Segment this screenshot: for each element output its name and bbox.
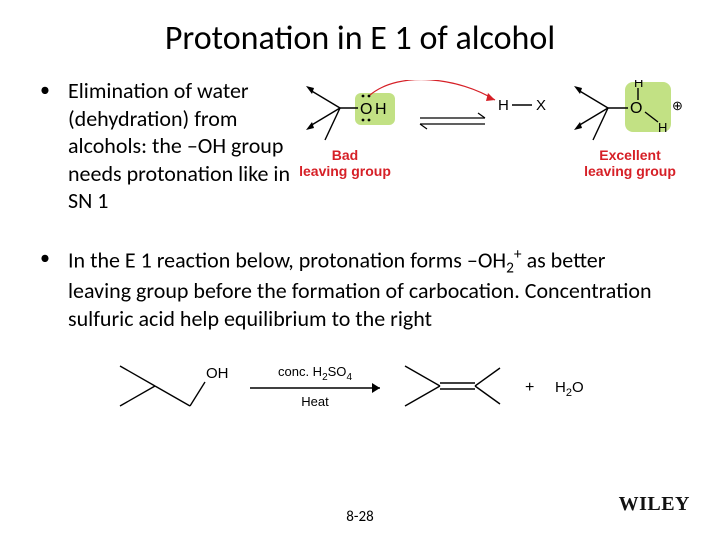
svg-text:+: + bbox=[525, 379, 534, 396]
page-number: 8-28 bbox=[0, 508, 720, 526]
bullet-marker: • bbox=[40, 77, 68, 103]
figure-protonation-diagram: O H Bad leaving group H X bbox=[300, 80, 700, 210]
svg-text:Heat: Heat bbox=[301, 394, 329, 409]
svg-text:H: H bbox=[658, 120, 667, 135]
bullet-1-text: Elimination of water (dehydration) from … bbox=[68, 77, 308, 215]
svg-text:H: H bbox=[375, 101, 387, 118]
wiley-logo: WILEY bbox=[619, 493, 690, 516]
svg-text:OH: OH bbox=[206, 365, 229, 382]
svg-text:H: H bbox=[498, 97, 509, 114]
svg-text:leaving group: leaving group bbox=[584, 163, 676, 179]
figure-reaction-equation: OH conc. H2SO4 Heat + H2O bbox=[100, 348, 620, 423]
svg-text:O: O bbox=[630, 100, 642, 117]
excellent-leaving-label: Excellent bbox=[599, 147, 661, 163]
slide-title: Protonation in E 1 of alcohol bbox=[40, 18, 680, 59]
svg-text:H: H bbox=[634, 80, 643, 90]
svg-text:leaving group: leaving group bbox=[300, 163, 391, 179]
bullet-2-text: In the E 1 reaction below, protonation f… bbox=[68, 245, 668, 333]
svg-text:⊕: ⊕ bbox=[672, 98, 683, 113]
bullet-marker: • bbox=[40, 245, 68, 271]
svg-text:X: X bbox=[536, 97, 546, 114]
bullet-2: • In the E 1 reaction below, protonation… bbox=[40, 245, 680, 333]
svg-text:H2O: H2O bbox=[555, 379, 584, 399]
slide-container: Protonation in E 1 of alcohol • Eliminat… bbox=[0, 0, 720, 540]
svg-text:conc. H2SO4: conc. H2SO4 bbox=[278, 364, 352, 383]
svg-text:O: O bbox=[360, 101, 372, 118]
bad-leaving-label: Bad bbox=[332, 147, 358, 163]
